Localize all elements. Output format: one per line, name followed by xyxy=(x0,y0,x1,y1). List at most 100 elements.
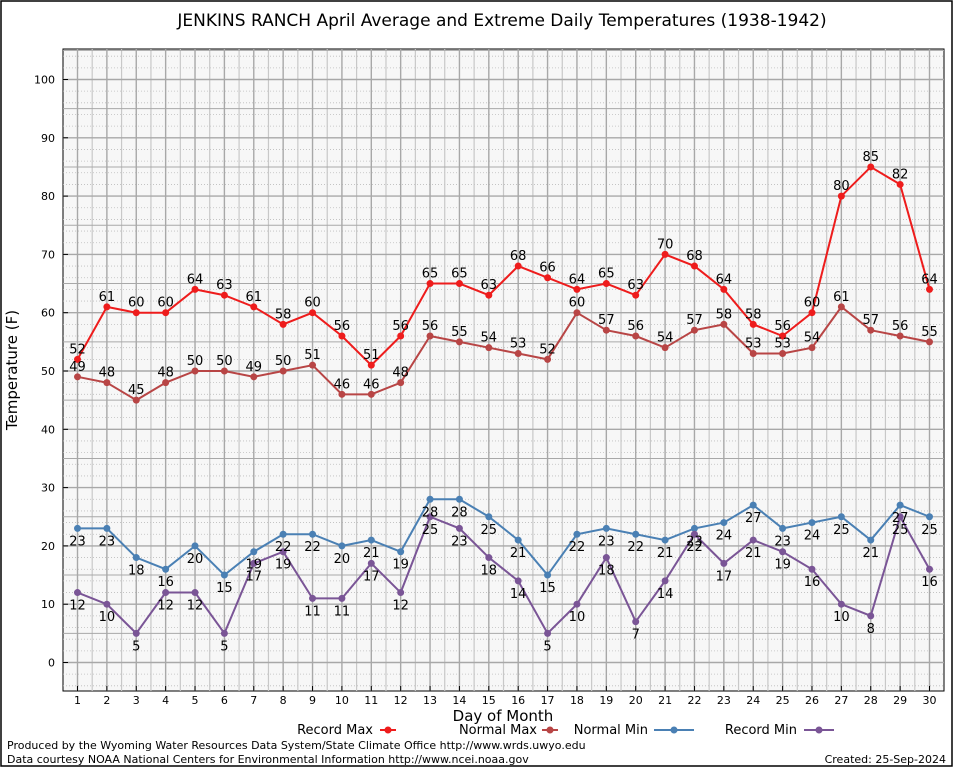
x-tick-label: 15 xyxy=(482,694,496,707)
normal-min-point xyxy=(720,519,728,527)
record-max-point xyxy=(455,280,463,288)
record-max-point xyxy=(602,280,610,288)
normal-min-point xyxy=(896,501,904,509)
y-axis-title: Temperature (F) xyxy=(3,310,21,431)
normal-max-value-label: 56 xyxy=(422,319,439,334)
record-max-value-label: 61 xyxy=(99,290,116,305)
record-min-point xyxy=(309,594,317,602)
record-max-value-label: 64 xyxy=(716,272,733,287)
normal-max-point xyxy=(367,390,375,398)
record-max-value-label: 63 xyxy=(481,278,498,293)
x-tick-label: 24 xyxy=(746,694,760,707)
record-max-point xyxy=(926,285,933,293)
normal-max-value-label: 54 xyxy=(481,331,498,346)
normal-min-point xyxy=(250,548,258,556)
normal-min-value-label: 28 xyxy=(451,505,468,520)
normal-min-value-label: 19 xyxy=(246,558,263,573)
normal-min-value-label: 15 xyxy=(539,581,556,596)
record-max-point xyxy=(426,280,434,288)
record-min-point xyxy=(632,618,640,626)
normal-min-point xyxy=(602,524,610,532)
normal-min-value-label: 24 xyxy=(716,529,733,544)
record-min-point xyxy=(250,559,258,567)
record-min-point xyxy=(220,629,228,637)
x-tick-label: 1 xyxy=(74,694,81,707)
normal-min-point xyxy=(779,524,787,532)
normal-max-point xyxy=(808,344,816,352)
x-tick-label: 17 xyxy=(541,694,555,707)
record-min-point xyxy=(573,600,581,608)
record-max-point xyxy=(720,285,728,293)
normal-min-value-label: 25 xyxy=(921,523,938,538)
record-max-value-label: 65 xyxy=(598,267,615,282)
footer-producer: Produced by the Wyoming Water Resources … xyxy=(7,739,586,752)
normal-min-point xyxy=(426,495,434,503)
x-tick-label: 21 xyxy=(658,694,672,707)
normal-max-point xyxy=(455,338,463,346)
normal-min-point xyxy=(690,524,698,532)
record-max-point xyxy=(162,309,170,317)
normal-max-point xyxy=(837,303,845,311)
record-min-value-label: 10 xyxy=(833,610,850,625)
x-tick-label: 26 xyxy=(805,694,819,707)
normal-max-point xyxy=(779,350,787,358)
normal-min-point xyxy=(867,536,875,544)
record-min-point xyxy=(720,559,728,567)
record-min-value-label: 10 xyxy=(99,610,116,625)
record-max-value-label: 56 xyxy=(392,319,409,334)
y-tick-label: 10 xyxy=(41,598,55,611)
record-max-point xyxy=(573,285,581,293)
record-min-point xyxy=(690,530,698,538)
record-max-point xyxy=(250,303,258,311)
y-tick-label: 20 xyxy=(41,540,55,553)
record-max-point xyxy=(367,361,375,369)
record-max-point xyxy=(632,291,640,299)
record-min-value-label: 12 xyxy=(392,599,409,614)
record-min-point xyxy=(397,589,405,597)
record-min-value-label: 12 xyxy=(157,599,174,614)
record-max-point xyxy=(749,320,757,328)
record-max-value-label: 64 xyxy=(187,272,204,287)
normal-min-point xyxy=(279,530,287,538)
record-min-point xyxy=(926,565,933,573)
normal-min-value-label: 22 xyxy=(627,540,644,555)
record-min-value-label: 17 xyxy=(246,569,263,584)
record-max-point xyxy=(74,355,81,363)
normal-max-point xyxy=(573,309,581,317)
legend: Record Max Normal Max Normal Min Record Min xyxy=(297,723,834,738)
legend-item-record-max: Record Max xyxy=(297,723,396,738)
normal-max-value-label: 46 xyxy=(363,377,380,392)
record-max-value-label: 64 xyxy=(569,272,586,287)
normal-min-value-label: 25 xyxy=(481,523,498,538)
record-min-value-label: 12 xyxy=(187,599,204,614)
normal-max-point xyxy=(309,361,317,369)
record-max-point xyxy=(132,309,140,317)
legend-item-normal-max: Normal Max xyxy=(459,723,558,738)
normal-max-point xyxy=(749,350,757,358)
normal-min-value-label: 22 xyxy=(275,540,292,555)
x-tick-label: 23 xyxy=(717,694,731,707)
normal-min-value-label: 19 xyxy=(392,558,409,573)
record-max-value-label: 68 xyxy=(510,249,527,264)
record-max-value-label: 80 xyxy=(833,179,850,194)
record-max-value-label: 66 xyxy=(539,261,556,276)
record-min-value-label: 16 xyxy=(804,575,821,590)
normal-min-line xyxy=(77,498,930,577)
normal-max-value-label: 50 xyxy=(275,354,292,369)
normal-min-value-label: 16 xyxy=(157,575,174,590)
record-min-value-label: 25 xyxy=(892,523,909,538)
record-max-value-label: 70 xyxy=(657,237,674,252)
record-max-value-label: 60 xyxy=(157,296,174,311)
normal-max-value-label: 57 xyxy=(862,313,879,328)
record-min-value-label: 14 xyxy=(657,587,674,602)
record-max-value-label: 65 xyxy=(422,267,439,282)
normal-min-value-label: 23 xyxy=(69,534,86,549)
record-min-point xyxy=(485,554,493,562)
footer-courtesy: Data courtesy NOAA National Centers for … xyxy=(7,753,529,766)
record-min-value-label: 18 xyxy=(598,564,615,579)
record-max-point xyxy=(191,285,199,293)
y-tick-label: 80 xyxy=(41,190,55,203)
normal-max-value-label: 54 xyxy=(657,331,674,346)
normal-max-value-label: 54 xyxy=(804,331,821,346)
normal-max-value-label: 48 xyxy=(99,366,116,381)
